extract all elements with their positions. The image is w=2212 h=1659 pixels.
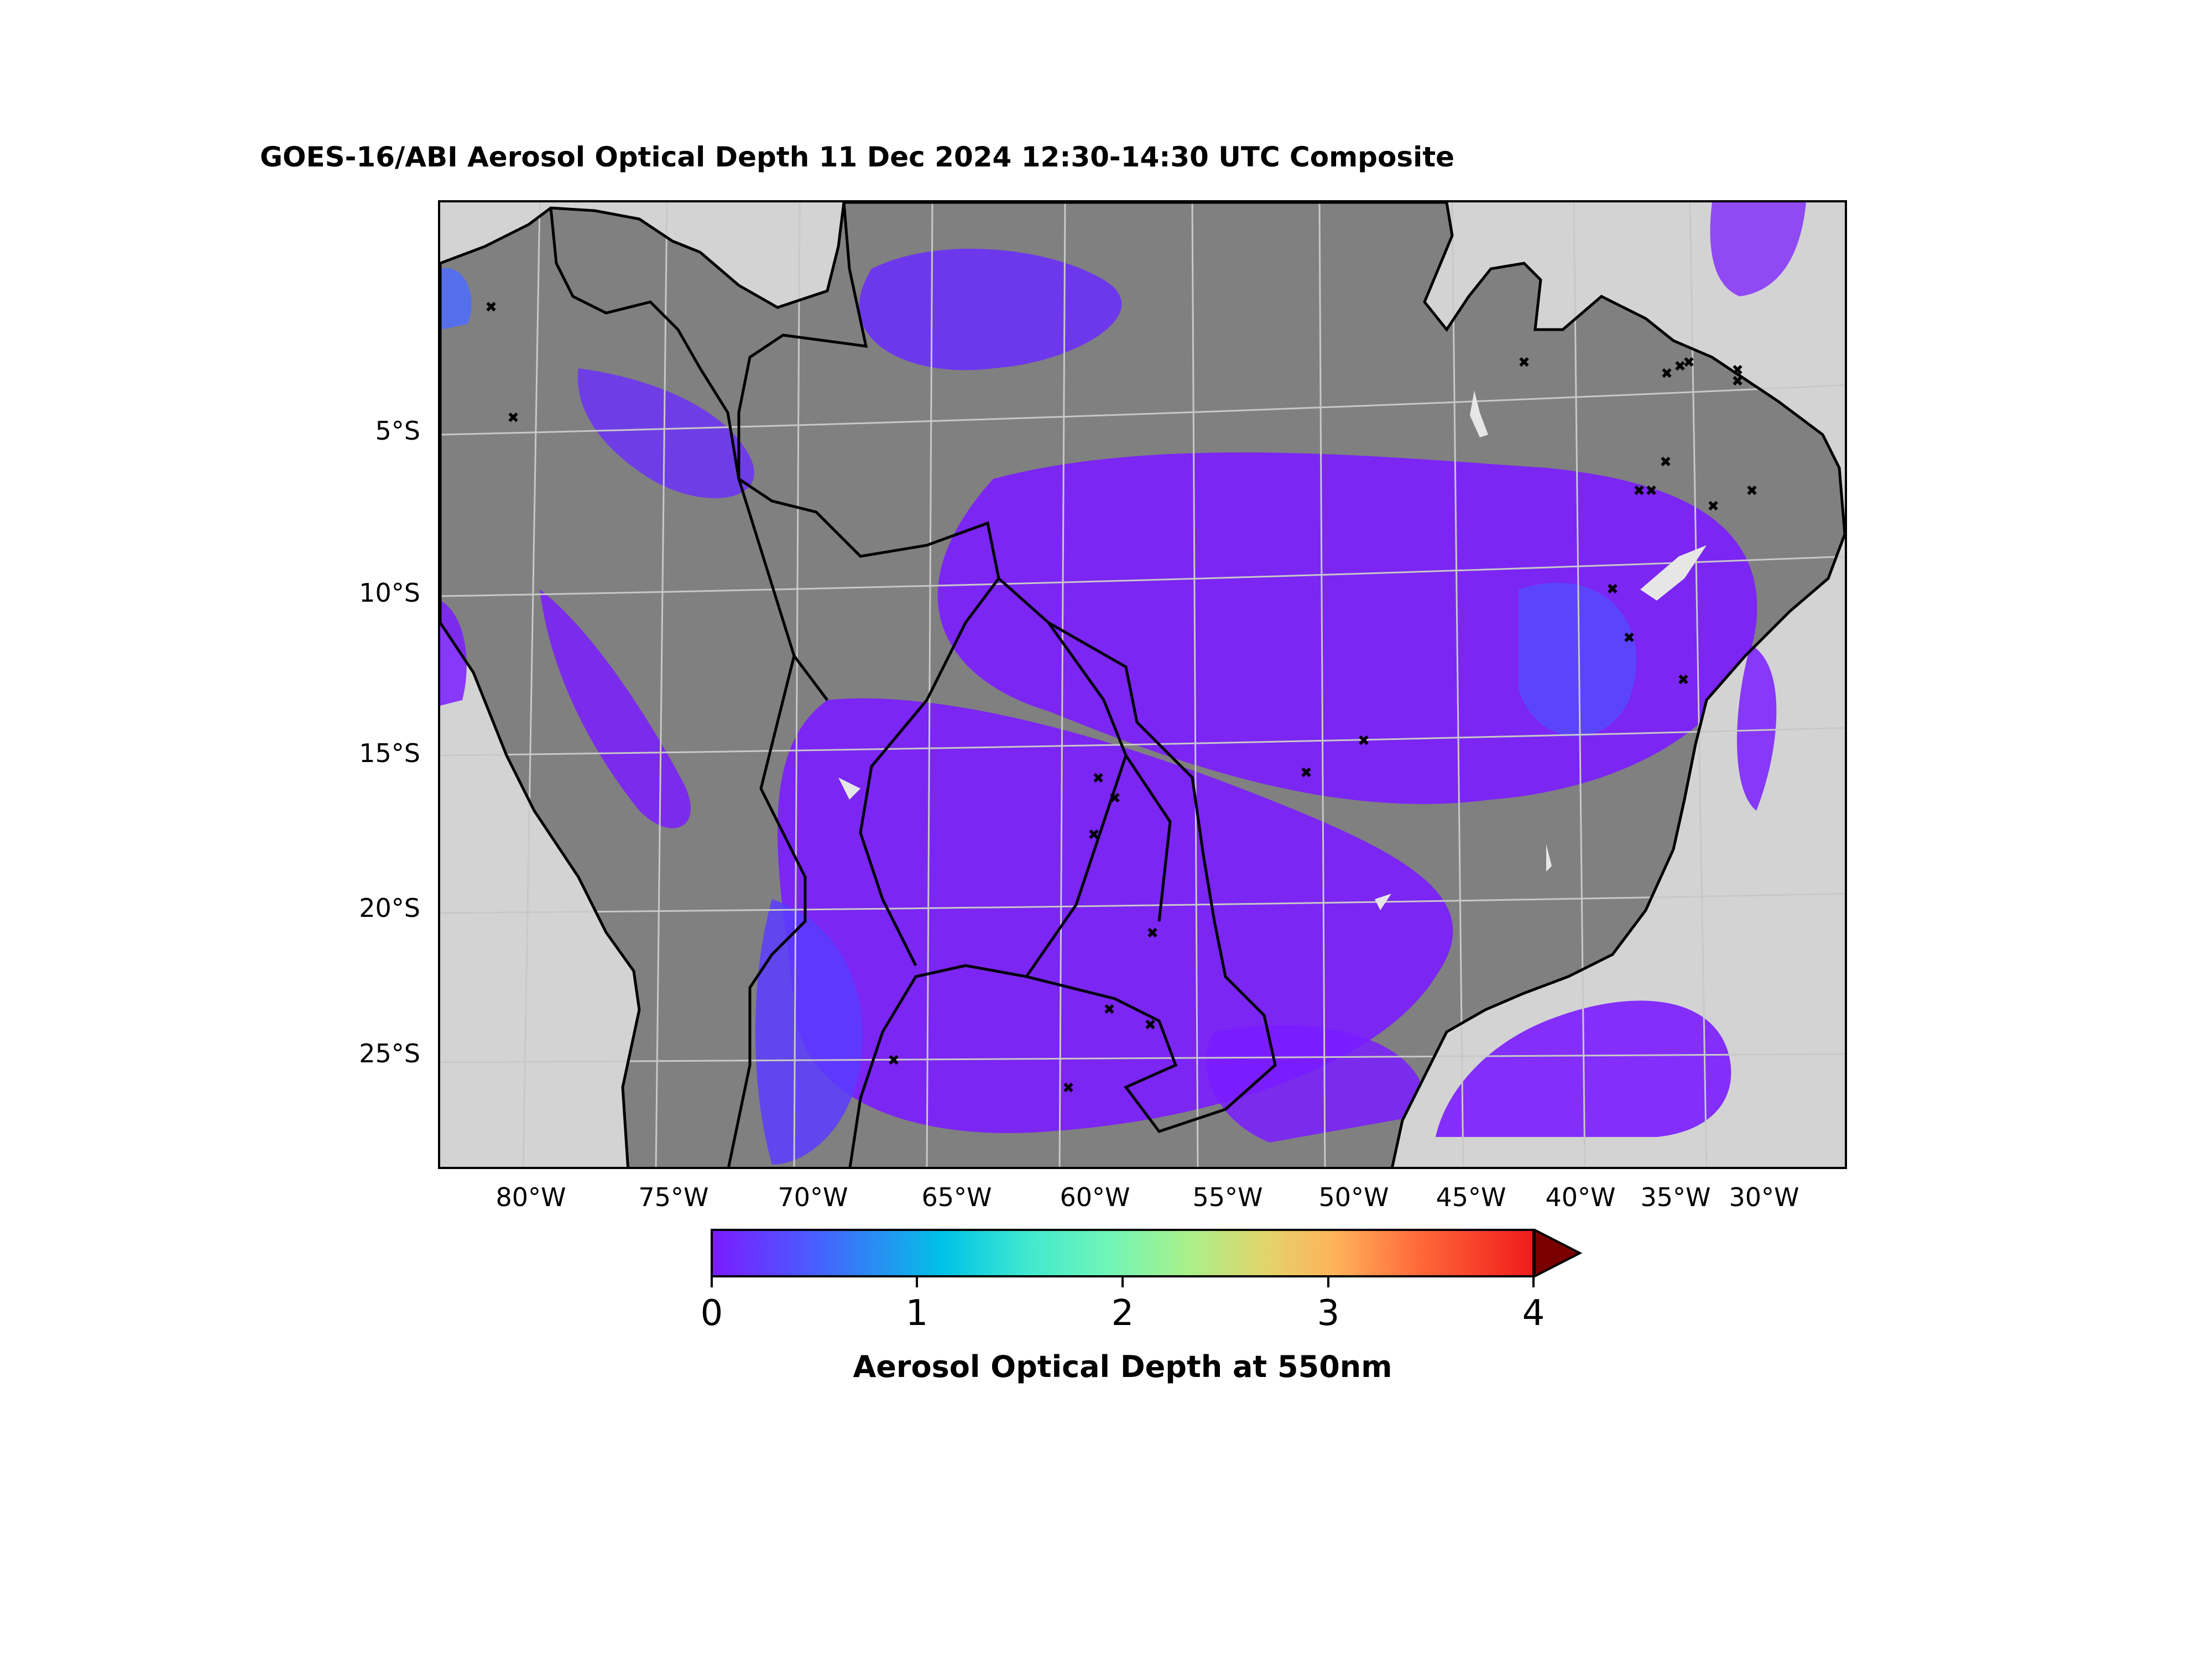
water-bodies (838, 390, 1707, 910)
lon-label-70w: 70°W (778, 1182, 848, 1212)
lon-label-50w: 50°W (1318, 1182, 1389, 1212)
site-marker: ✖ (1731, 373, 1744, 390)
map-canvas: ✖ ✖ ✖ ✖ ✖ ✖ ✖ ✖ ✖ ✖ ✖ ✖ ✖ ✖ ✖ ✖ ✖ ✖ ✖ ✖ … (440, 202, 1845, 1167)
site-marker: ✖ (1103, 1001, 1115, 1018)
colorbar-tick (711, 1277, 713, 1287)
fire-markers: ✖ ✖ ✖ ✖ ✖ ✖ ✖ ✖ ✖ ✖ ✖ ✖ ✖ ✖ ✖ ✖ ✖ ✖ ✖ ✖ … (485, 299, 1758, 1097)
colorbar-tick (1121, 1277, 1124, 1287)
site-marker: ✖ (1300, 765, 1312, 781)
colorbar-label: Aerosol Optical Depth at 550nm (853, 1349, 1392, 1384)
lon-label-80w: 80°W (495, 1182, 566, 1212)
colorbar (711, 1229, 1535, 1277)
site-marker: ✖ (1606, 581, 1619, 598)
site-marker: ✖ (1633, 483, 1645, 499)
site-marker: ✖ (1707, 498, 1719, 515)
colorbar-tick-label: 4 (1522, 1293, 1545, 1334)
lon-label-40w: 40°W (1545, 1182, 1616, 1212)
lon-label-60w: 60°W (1060, 1182, 1130, 1212)
lat-label-10s: 10°S (359, 578, 420, 608)
lon-label-75w: 75°W (638, 1182, 709, 1212)
colorbar-tick-label: 1 (905, 1293, 928, 1334)
site-marker: ✖ (1518, 354, 1530, 371)
lat-label-25s: 25°S (359, 1039, 420, 1068)
lon-label-55w: 55°W (1192, 1182, 1263, 1212)
site-marker: ✖ (485, 299, 497, 316)
site-marker: ✖ (1144, 1017, 1156, 1034)
aod-coverage (577, 248, 1757, 1165)
site-marker: ✖ (1645, 483, 1657, 499)
colorbar-extend-arrow (1535, 1229, 1583, 1277)
site-marker: ✖ (1092, 770, 1104, 787)
map-panel: ✖ ✖ ✖ ✖ ✖ ✖ ✖ ✖ ✖ ✖ ✖ ✖ ✖ ✖ ✖ ✖ ✖ ✖ ✖ ✖ … (438, 200, 1847, 1169)
site-marker: ✖ (507, 410, 519, 426)
ocean-aod-patches (440, 202, 1806, 1137)
site-marker: ✖ (888, 1052, 900, 1069)
lon-label-65w: 65°W (921, 1182, 992, 1212)
site-marker: ✖ (1677, 672, 1689, 688)
site-marker: ✖ (1683, 354, 1695, 371)
lat-label-15s: 15°S (359, 738, 420, 768)
site-marker: ✖ (1062, 1080, 1074, 1097)
colorbar-tick (916, 1277, 918, 1287)
colorbar-tick-label: 3 (1317, 1293, 1340, 1334)
lon-label-35w: 35°W (1640, 1182, 1711, 1212)
map-title: GOES-16/ABI Aerosol Optical Depth 11 Dec… (259, 141, 1455, 173)
lat-label-5s: 5°S (375, 416, 420, 446)
colorbar-tick (1327, 1277, 1329, 1287)
lon-label-45w: 45°W (1436, 1182, 1506, 1212)
lon-label-30w: 30°W (1729, 1182, 1799, 1212)
site-marker: ✖ (1358, 733, 1370, 749)
site-marker: ✖ (1623, 630, 1635, 646)
colorbar-tick-label: 0 (700, 1293, 723, 1334)
colorbar-tick-label: 2 (1111, 1293, 1134, 1334)
site-marker: ✖ (1088, 827, 1100, 843)
site-marker: ✖ (1660, 454, 1672, 471)
site-marker: ✖ (1109, 790, 1121, 807)
site-marker: ✖ (1674, 358, 1686, 375)
country-borders (440, 202, 1845, 1167)
colorbar-tick (1532, 1277, 1535, 1287)
site-marker: ✖ (1146, 925, 1159, 942)
graticule (440, 202, 1845, 1167)
site-marker: ✖ (1731, 362, 1744, 379)
site-marker: ✖ (1661, 366, 1673, 382)
site-marker: ✖ (1746, 483, 1758, 499)
lat-label-20s: 20°S (359, 893, 420, 923)
